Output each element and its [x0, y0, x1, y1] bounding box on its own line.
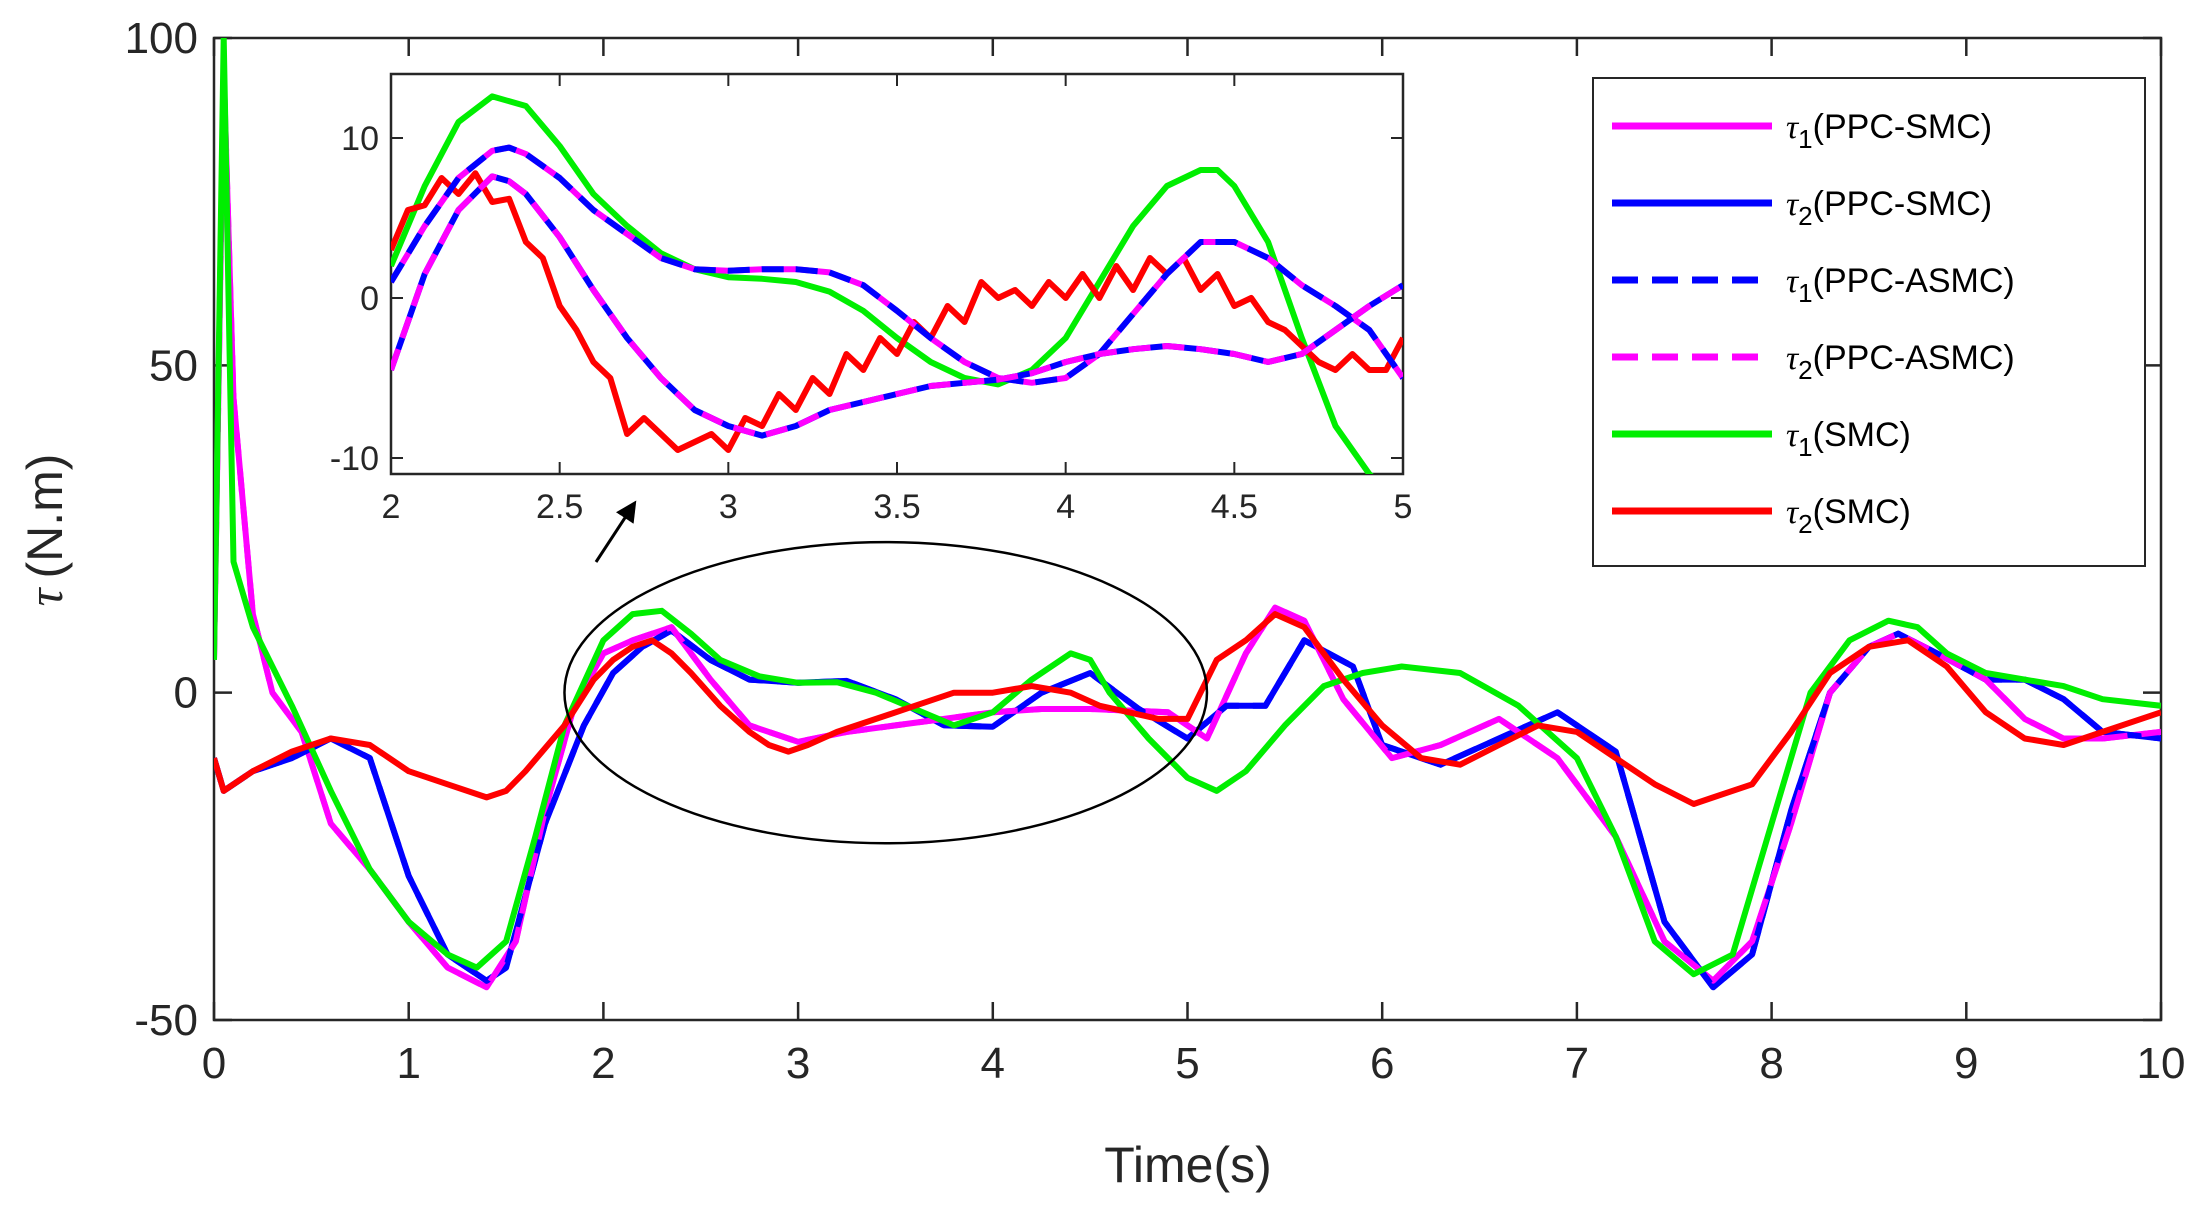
x-tick-label: 10: [2137, 1039, 2186, 1088]
x-tick-label: 8: [1759, 1039, 1783, 1088]
legend-subscript: 1: [1798, 278, 1812, 308]
x-tick-label: 5: [1175, 1039, 1199, 1088]
legend-subscript: 2: [1798, 355, 1812, 385]
inset-x-tick-label: 5: [1394, 488, 1413, 526]
legend-subscript: 2: [1798, 509, 1812, 539]
legend-label-3: τ1(PPC-ASMC): [1786, 262, 2015, 308]
legend-controller: (PPC-ASMC): [1813, 339, 2015, 377]
inset-x-tick-label: 4: [1056, 488, 1075, 526]
x-tick-label: 1: [396, 1039, 420, 1088]
legend-subscript: 1: [1798, 432, 1812, 462]
legend-symbol: τ: [1786, 417, 1800, 454]
zoom-arrow: [594, 500, 637, 563]
y-axis-label-unit: (N.m): [17, 454, 73, 579]
inset-x-tick-label: 2.5: [536, 488, 583, 526]
zoom-region-ellipse: [563, 540, 1209, 845]
legend-subscript: 2: [1798, 201, 1812, 231]
legend-controller: (PPC-SMC): [1813, 185, 1992, 223]
x-axis-label: Time(s): [1104, 1137, 1272, 1193]
inset-y-tick-label: 0: [360, 280, 379, 318]
legend-symbol: τ: [1786, 186, 1800, 223]
inset-plot-area: [389, 72, 1405, 476]
y-axis-label-symbol: τ: [17, 586, 73, 606]
legend-symbol: τ: [1786, 340, 1800, 377]
x-tick-label: 7: [1565, 1039, 1589, 1088]
inset-ticks: 2 2.5 3 3.5 4 4.5 5 -10 0 10: [330, 74, 1413, 526]
series-line-5: [214, 38, 2161, 978]
legend-controller: (PPC-ASMC): [1813, 262, 2015, 300]
legend-controller: (PPC-SMC): [1813, 108, 1992, 146]
inset-y-tick-label: 10: [341, 120, 379, 158]
y-axis-label: τ (N.m): [17, 454, 73, 607]
legend-label-6: τ2(SMC): [1786, 493, 1911, 539]
y-tick-label: 0: [174, 669, 198, 718]
inset-x-tick-label: 2: [382, 488, 401, 526]
series-line-4: [214, 67, 2161, 991]
legend-symbol: τ: [1786, 263, 1800, 300]
legend-box: [1592, 77, 2146, 567]
inset-series-line-1: [391, 93, 1374, 474]
x-tick-label: 0: [202, 1039, 226, 1088]
inset-series-line-5: [391, 144, 1403, 386]
inset-series-line-6: [391, 173, 1403, 439]
legend-label-4: τ2(PPC-ASMC): [1786, 339, 2015, 385]
inset-x-tick-label: 3: [719, 488, 738, 526]
legend-subscript: 1: [1798, 124, 1812, 154]
legend: τ1(PPC-SMC)τ2(PPC-SMC)τ1(PPC-ASMC)τ2(PPC…: [1612, 108, 2015, 539]
inset-series: [391, 93, 1403, 474]
legend-symbol: τ: [1786, 109, 1800, 146]
legend-label-1: τ1(PPC-SMC): [1786, 108, 1992, 154]
y-tick-label: 50: [149, 341, 198, 390]
legend-label-5: τ1(SMC): [1786, 416, 1911, 462]
x-tick-label: 9: [1954, 1039, 1978, 1088]
x-tick-label: 3: [786, 1039, 810, 1088]
legend-controller: (SMC): [1813, 416, 1911, 454]
y-tick-label: 100: [125, 14, 198, 63]
x-tick-label: 4: [981, 1039, 1005, 1088]
legend-controller: (SMC): [1813, 493, 1911, 531]
legend-label-2: τ2(PPC-SMC): [1786, 185, 1992, 231]
inset-x-tick-label: 4.5: [1211, 488, 1258, 526]
inset-series-line-2: [391, 170, 1403, 453]
x-tick-label: 6: [1370, 1039, 1394, 1088]
y-tick-label: -50: [134, 996, 198, 1045]
x-tick-label: 2: [591, 1039, 615, 1088]
inset-x-tick-label: 3.5: [873, 488, 920, 526]
legend-symbol: τ: [1786, 494, 1800, 531]
inset-y-tick-label: -10: [330, 440, 379, 478]
main-series: [214, 38, 2161, 991]
series-line-6: [214, 611, 2161, 807]
